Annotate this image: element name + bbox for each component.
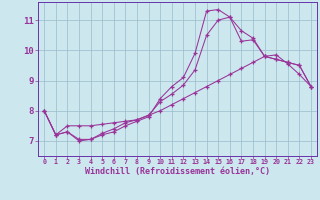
X-axis label: Windchill (Refroidissement éolien,°C): Windchill (Refroidissement éolien,°C) (85, 167, 270, 176)
